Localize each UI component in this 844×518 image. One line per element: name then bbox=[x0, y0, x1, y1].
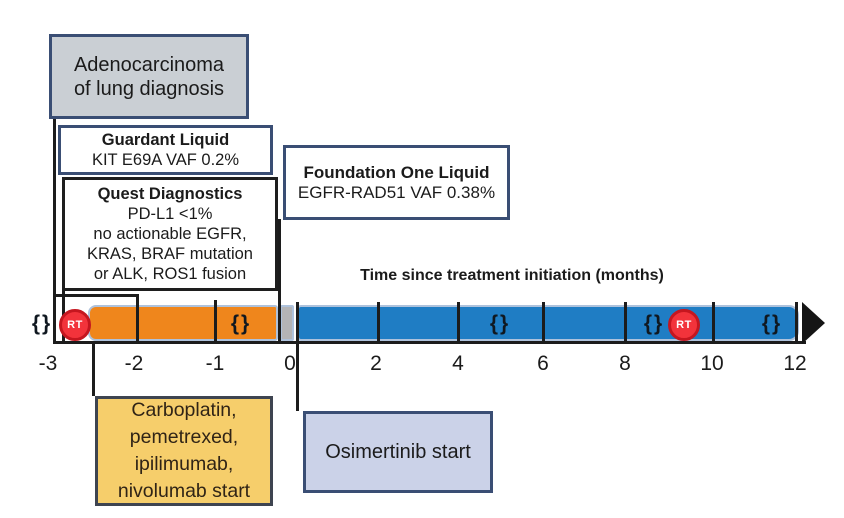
time-axis-line bbox=[54, 341, 806, 344]
brace-marker: {} bbox=[489, 312, 511, 335]
diagnosis-box: Adenocarcinoma of lung diagnosis bbox=[49, 34, 249, 119]
guardant-liquid-box: Guardant Liquid KIT E69A VAF 0.2% bbox=[58, 125, 273, 175]
axis-tick-label: 0 bbox=[284, 352, 296, 375]
biopsy-horizontal-connector-line bbox=[53, 294, 139, 297]
diagnosis-connector-line bbox=[53, 119, 56, 344]
axis-title: Time since treatment initiation (months) bbox=[360, 267, 664, 284]
axis-tick bbox=[624, 302, 627, 343]
foundation-connector-line bbox=[278, 219, 281, 343]
axis-tick-label: -1 bbox=[205, 352, 225, 375]
timeline-arrowhead-icon bbox=[802, 302, 825, 344]
radiotherapy-marker: RT bbox=[59, 309, 91, 341]
foundation-detail: EGFR-RAD51 VAF 0.38% bbox=[297, 182, 496, 202]
carboplatin-regimen-box: Carboplatin, pemetrexed, ipilimumab, niv… bbox=[95, 396, 273, 506]
axis-tick-label: 10 bbox=[700, 352, 724, 375]
axis-tick-label: 2 bbox=[370, 352, 382, 375]
axis-tick bbox=[712, 302, 715, 343]
osimertinib-label: Osimertinib start bbox=[325, 440, 471, 463]
carboplatin-text-line: Carboplatin, bbox=[131, 399, 237, 421]
brace-marker: {} bbox=[31, 312, 53, 335]
radiotherapy-marker: RT bbox=[668, 309, 700, 341]
guardant-detail: KIT E69A VAF 0.2% bbox=[91, 151, 240, 169]
axis-tick bbox=[377, 302, 380, 343]
osimertinib-start-box: Osimertinib start bbox=[303, 411, 493, 493]
quest-text-line: PD-L1 <1% bbox=[127, 205, 213, 223]
axis-tick-label: 4 bbox=[452, 352, 464, 375]
axis-tick bbox=[795, 302, 798, 343]
axis-tick bbox=[214, 300, 217, 343]
axis-tick-label: -2 bbox=[124, 352, 144, 375]
quest-text-line: KRAS, BRAF mutation bbox=[87, 245, 253, 263]
diagnosis-text-line: of lung diagnosis bbox=[73, 77, 225, 100]
brace-marker: {} bbox=[643, 312, 665, 335]
quest-text-line: no actionable EGFR, bbox=[93, 225, 247, 243]
axis-tick-label: 12 bbox=[783, 352, 807, 375]
guardant-title: Guardant Liquid bbox=[101, 131, 230, 149]
diagnosis-text-line: Adenocarcinoma bbox=[73, 53, 225, 76]
treatment-gap-bar bbox=[280, 305, 294, 341]
axis-tick bbox=[542, 302, 545, 343]
axis-tick bbox=[136, 296, 139, 343]
quest-title: Quest Diagnostics bbox=[97, 185, 243, 203]
brace-marker: {} bbox=[230, 312, 252, 335]
carboplatin-text-line: ipilimumab, bbox=[134, 453, 234, 475]
carboplatin-text-line: nivolumab start bbox=[117, 480, 251, 502]
foundation-title: Foundation One Liquid bbox=[303, 162, 490, 182]
quest-text-line: or ALK, ROS1 fusion bbox=[93, 265, 247, 283]
axis-tick bbox=[296, 302, 299, 411]
axis-tick-label: 8 bbox=[619, 352, 631, 375]
foundation-one-liquid-box: Foundation One Liquid EGFR-RAD51 VAF 0.3… bbox=[283, 145, 510, 220]
axis-tick bbox=[457, 302, 460, 343]
osimertinib-bar bbox=[297, 305, 799, 341]
brace-marker: {} bbox=[761, 312, 783, 335]
carboplatin-connector-line bbox=[92, 341, 95, 396]
carboplatin-text-line: pemetrexed, bbox=[129, 426, 239, 448]
axis-tick-label: 6 bbox=[537, 352, 549, 375]
axis-tick-label: -3 bbox=[38, 352, 58, 375]
quest-diagnostics-box: Quest Diagnostics PD-L1 <1% no actionabl… bbox=[62, 177, 278, 291]
